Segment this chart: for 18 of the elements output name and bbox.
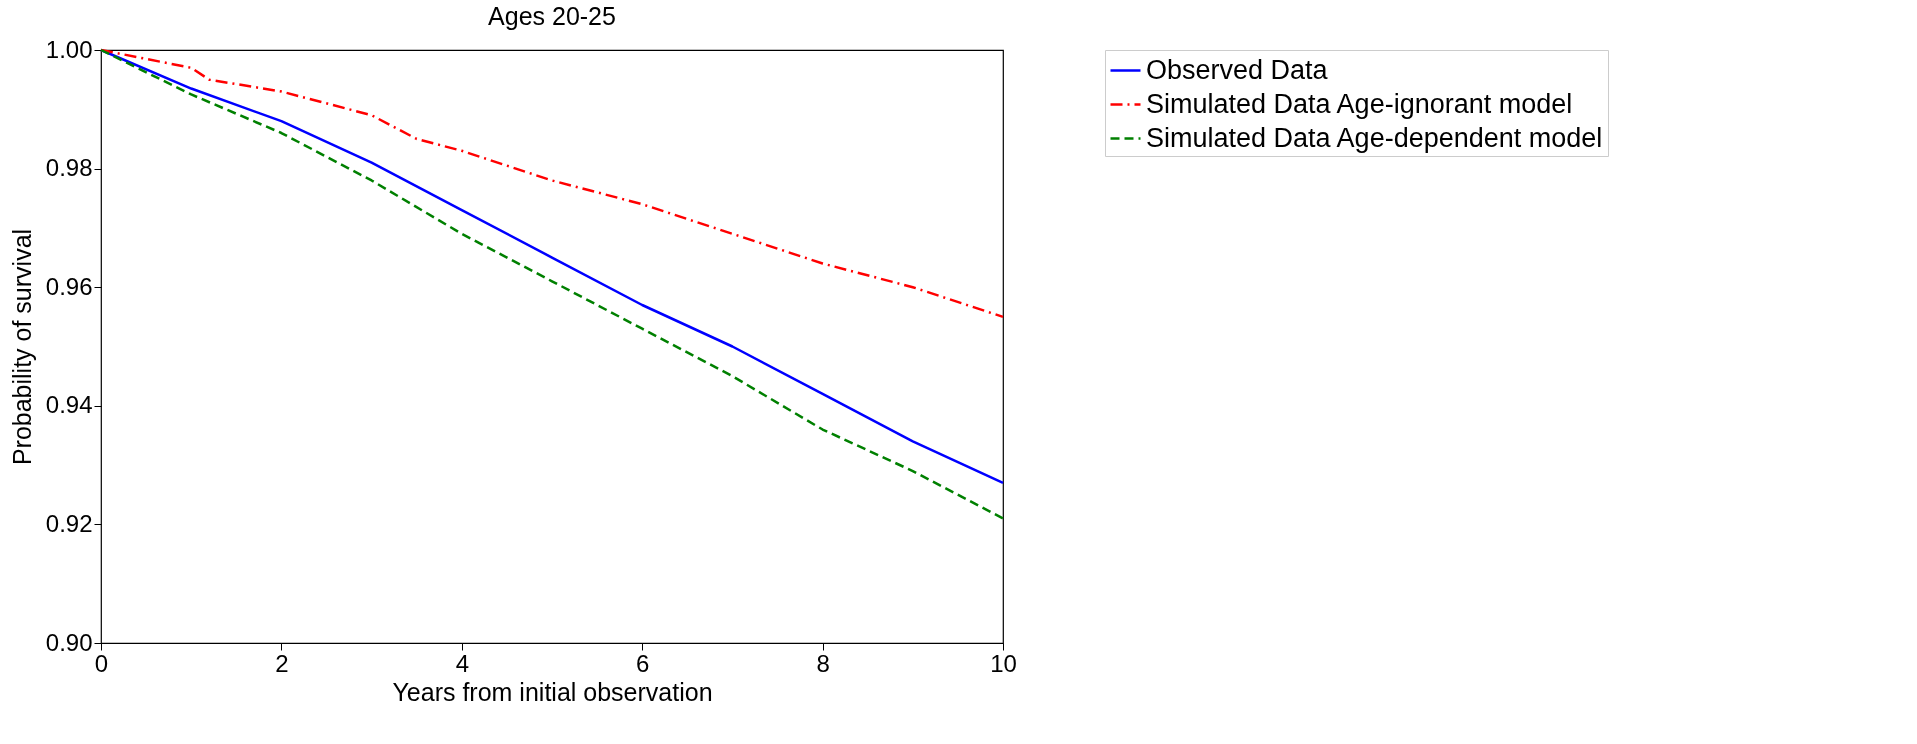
y-axis-title: Probability of survival bbox=[7, 228, 36, 466]
legend-label: Observed Data bbox=[1146, 54, 1329, 85]
x-tick-label: 6 bbox=[636, 649, 650, 677]
legend-label: Simulated Data Age-ignorant model bbox=[1146, 88, 1573, 119]
legend-label: Simulated Data Age-dependent model bbox=[1146, 122, 1603, 153]
x-tick-label: 0 bbox=[94, 649, 109, 677]
chart-title: Ages 20-25 bbox=[488, 2, 616, 30]
y-tick-label: 0.98 bbox=[45, 154, 93, 182]
y-tick-label: 0.90 bbox=[45, 628, 93, 656]
x-tick-label: 10 bbox=[990, 649, 1017, 677]
y-tick-label: 0.94 bbox=[45, 391, 93, 419]
y-tick-label: 1.00 bbox=[45, 35, 93, 63]
y-tick-label: 0.96 bbox=[45, 272, 93, 300]
x-axis-title: Years from initial observation bbox=[392, 677, 713, 706]
x-tick-label: 8 bbox=[816, 649, 830, 677]
x-tick-label: 2 bbox=[275, 649, 289, 677]
x-tick-label: 4 bbox=[455, 649, 469, 677]
y-tick-label: 0.92 bbox=[45, 509, 93, 537]
